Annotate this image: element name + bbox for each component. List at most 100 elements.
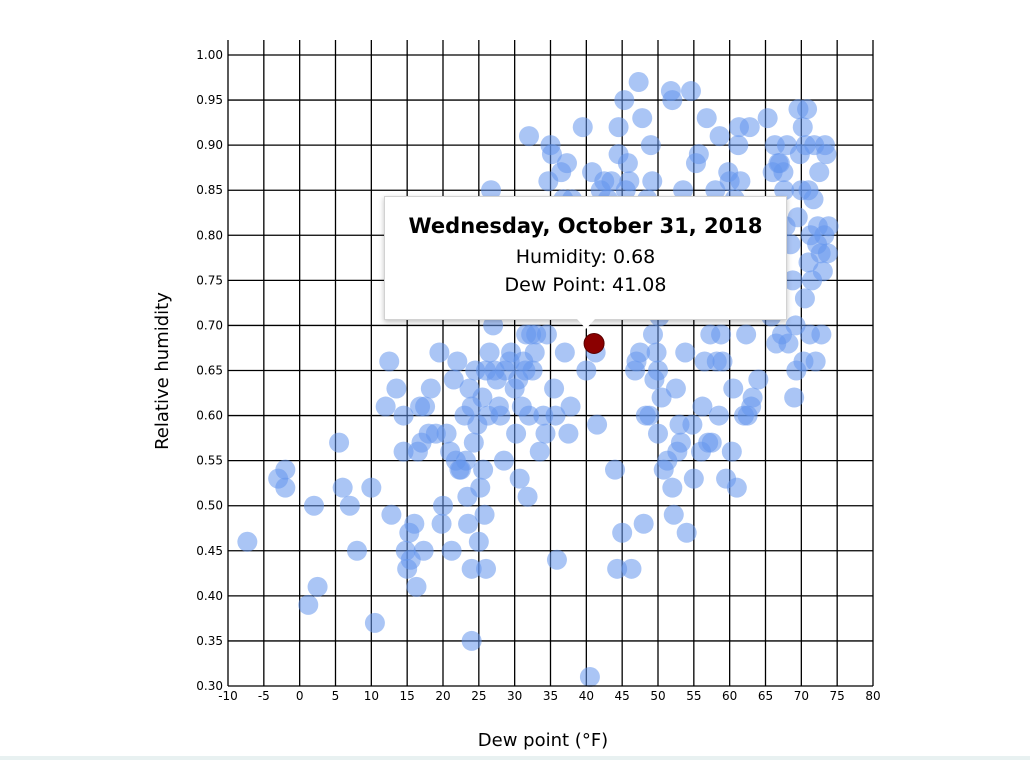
data-point[interactable] xyxy=(307,576,328,597)
data-point[interactable] xyxy=(784,387,805,408)
data-point[interactable] xyxy=(483,315,504,336)
data-point[interactable] xyxy=(558,423,579,444)
data-point[interactable] xyxy=(712,351,733,372)
data-point[interactable] xyxy=(778,333,799,354)
data-point[interactable] xyxy=(361,477,382,498)
data-point[interactable] xyxy=(298,594,319,615)
data-point[interactable] xyxy=(339,495,360,516)
data-point[interactable] xyxy=(628,72,649,93)
data-point[interactable] xyxy=(393,405,414,426)
data-point[interactable] xyxy=(576,360,597,381)
data-point[interactable] xyxy=(688,144,709,165)
data-point[interactable] xyxy=(476,558,496,579)
data-point[interactable] xyxy=(739,117,760,138)
data-point[interactable] xyxy=(633,513,654,534)
data-point[interactable] xyxy=(632,108,653,129)
data-point[interactable] xyxy=(614,90,635,111)
data-point[interactable] xyxy=(651,387,672,408)
data-point[interactable] xyxy=(393,441,414,462)
data-point[interactable] xyxy=(535,423,556,444)
data-point[interactable] xyxy=(682,414,703,435)
data-point[interactable] xyxy=(522,360,543,381)
data-point[interactable] xyxy=(646,342,667,363)
data-point[interactable] xyxy=(692,396,713,417)
data-point[interactable] xyxy=(461,630,482,651)
data-point[interactable] xyxy=(386,378,407,399)
data-point[interactable] xyxy=(619,171,640,192)
data-point[interactable] xyxy=(728,135,749,156)
data-point[interactable] xyxy=(519,126,539,147)
data-point[interactable] xyxy=(541,144,562,165)
data-point[interactable] xyxy=(818,216,839,237)
data-point[interactable] xyxy=(406,576,427,597)
data-point[interactable] xyxy=(642,324,663,345)
data-point[interactable] xyxy=(673,180,694,201)
data-point[interactable] xyxy=(413,540,434,561)
data-point[interactable] xyxy=(519,405,539,426)
data-point[interactable] xyxy=(506,423,527,444)
data-point[interactable] xyxy=(474,504,495,525)
data-point[interactable] xyxy=(364,612,385,633)
data-point[interactable] xyxy=(794,288,815,309)
data-point[interactable] xyxy=(556,153,577,174)
data-point[interactable] xyxy=(711,324,732,345)
data-point[interactable] xyxy=(787,207,808,228)
data-point[interactable] xyxy=(304,495,324,516)
data-point[interactable] xyxy=(605,459,625,480)
data-point[interactable] xyxy=(379,351,400,372)
data-point[interactable] xyxy=(473,459,494,480)
data-point[interactable] xyxy=(431,513,452,534)
data-point[interactable] xyxy=(792,117,813,138)
data-point[interactable] xyxy=(757,108,778,129)
data-point[interactable] xyxy=(742,387,763,408)
data-point[interactable] xyxy=(680,81,701,102)
data-point[interactable] xyxy=(601,171,622,192)
data-point[interactable] xyxy=(663,504,684,525)
data-point[interactable] xyxy=(617,153,638,174)
data-point[interactable] xyxy=(461,558,482,579)
data-point[interactable] xyxy=(443,369,464,390)
data-point[interactable] xyxy=(809,162,830,183)
data-point[interactable] xyxy=(708,405,729,426)
data-point[interactable] xyxy=(470,477,491,498)
data-point[interactable] xyxy=(676,522,697,543)
data-point[interactable] xyxy=(726,477,747,498)
data-point[interactable] xyxy=(748,369,769,390)
data-point[interactable] xyxy=(375,396,396,417)
data-point[interactable] xyxy=(447,351,468,372)
data-point[interactable] xyxy=(805,351,826,372)
data-point[interactable] xyxy=(696,108,717,129)
data-point[interactable] xyxy=(648,360,668,381)
data-point[interactable] xyxy=(608,117,629,138)
data-point[interactable] xyxy=(607,558,628,579)
data-point[interactable] xyxy=(517,486,538,507)
data-point[interactable] xyxy=(332,477,353,498)
data-point[interactable] xyxy=(817,243,838,264)
data-point[interactable] xyxy=(721,441,742,462)
data-point[interactable] xyxy=(640,135,661,156)
data-point[interactable] xyxy=(812,261,833,282)
data-point[interactable] xyxy=(572,117,593,138)
data-point[interactable] xyxy=(509,468,530,489)
data-point[interactable] xyxy=(347,540,367,561)
data-point[interactable] xyxy=(621,558,642,579)
data-point[interactable] xyxy=(544,378,565,399)
data-point[interactable] xyxy=(803,189,824,210)
data-point[interactable] xyxy=(433,495,453,516)
data-point[interactable] xyxy=(587,414,608,435)
data-point[interactable] xyxy=(237,531,258,552)
data-point[interactable] xyxy=(381,504,402,525)
highlighted-data-point[interactable] xyxy=(583,332,605,354)
data-point[interactable] xyxy=(579,666,600,687)
data-point[interactable] xyxy=(493,450,514,471)
data-point[interactable] xyxy=(648,423,668,444)
data-point[interactable] xyxy=(662,90,683,111)
data-point[interactable] xyxy=(472,387,493,408)
data-point[interactable] xyxy=(275,477,296,498)
data-point[interactable] xyxy=(683,468,704,489)
data-point[interactable] xyxy=(524,342,545,363)
data-point[interactable] xyxy=(782,270,803,291)
data-point[interactable] xyxy=(785,315,806,336)
data-point[interactable] xyxy=(797,99,818,120)
data-point[interactable] xyxy=(730,171,751,192)
